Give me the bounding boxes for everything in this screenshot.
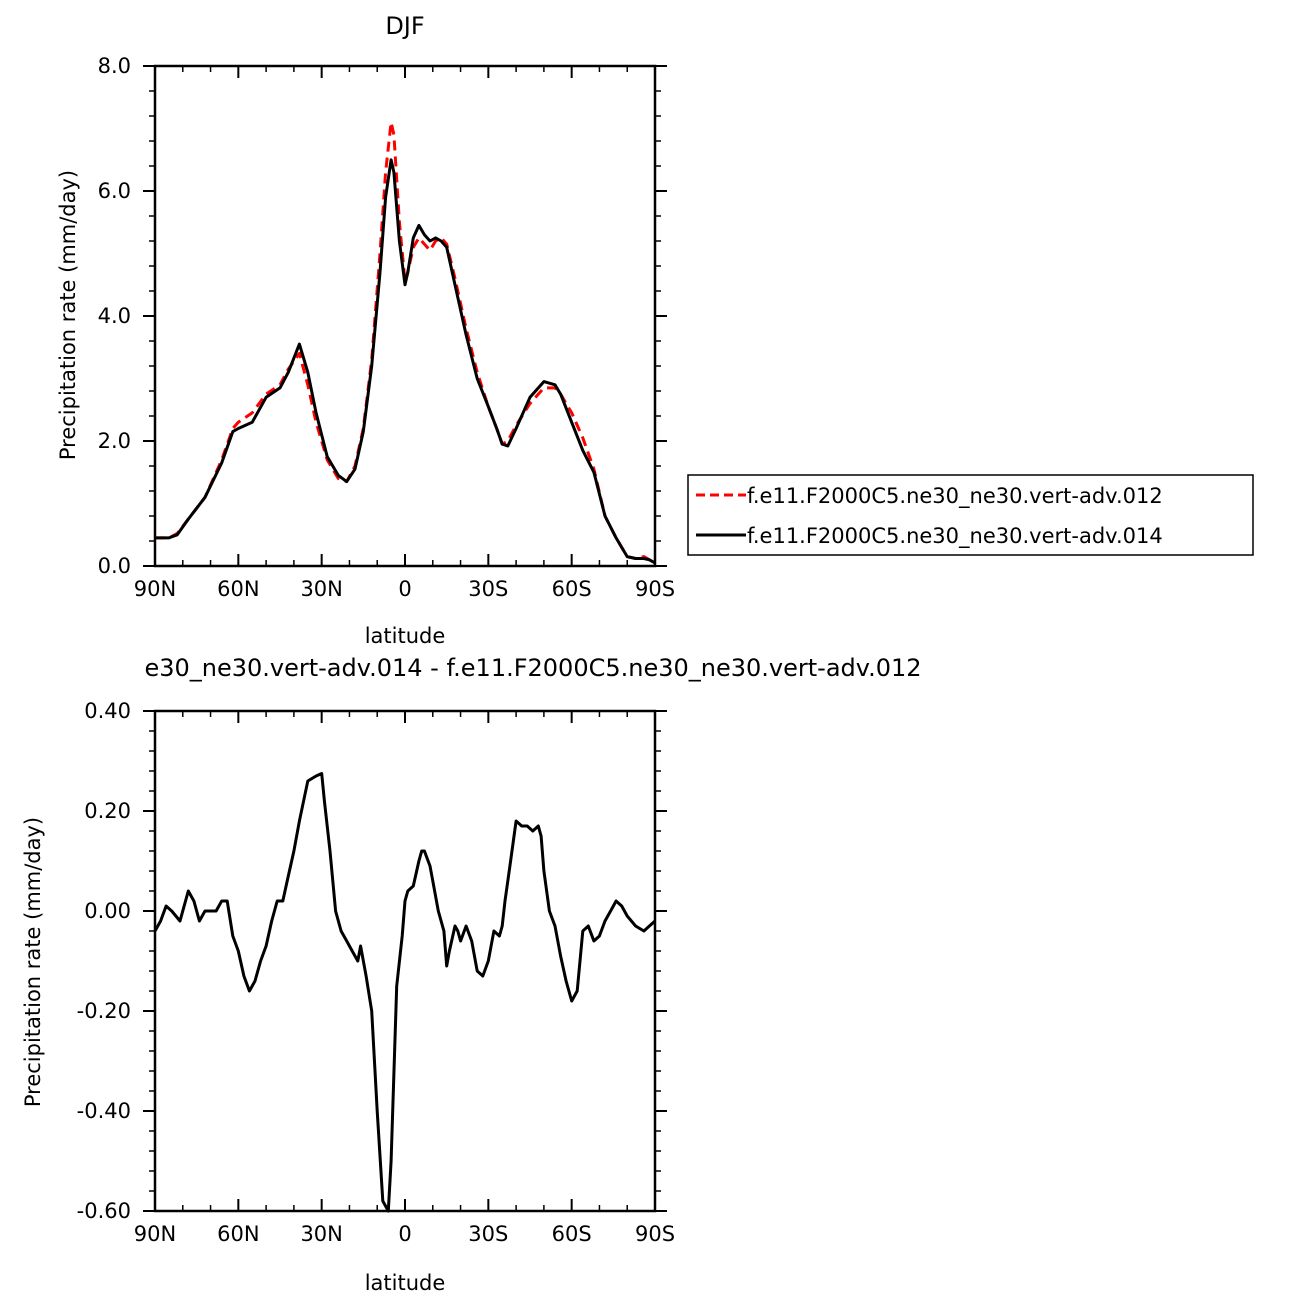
bottom-y-tick-label: 0.40 <box>84 699 131 723</box>
bottom-x-tick-label: 60S <box>552 1222 592 1246</box>
bottom-x-tick-label: 0 <box>398 1222 411 1246</box>
top-y-tick-label: 0.0 <box>98 554 131 578</box>
top-y-axis-label: Precipitation rate (mm/day) <box>56 170 80 460</box>
top-y-tick-label: 2.0 <box>98 429 131 453</box>
bottom-x-axis-label: latitude <box>365 1271 446 1295</box>
bottom-x-tick-label: 90S <box>635 1222 675 1246</box>
bottom-x-tick-label: 60N <box>217 1222 259 1246</box>
legend-label-014: f.e11.F2000C5.ne30_ne30.vert-adv.014 <box>747 524 1163 549</box>
bottom-chart-title: e30_ne30.vert-adv.014 - f.e11.F2000C5.ne… <box>144 654 921 682</box>
top-series-line-0 <box>155 120 656 565</box>
bottom-y-tick-label: -0.40 <box>77 1099 131 1123</box>
top-x-tick-label: 0 <box>398 577 411 601</box>
bottom-x-tick-label: 30N <box>300 1222 342 1246</box>
bottom-y-tick-label: -0.20 <box>77 999 131 1023</box>
legend-label-012: f.e11.F2000C5.ne30_ne30.vert-adv.012 <box>747 484 1163 509</box>
top-x-tick-label: 30S <box>468 577 508 601</box>
top-chart-title: DJF <box>385 12 424 40</box>
bottom-y-tick-label: -0.60 <box>77 1199 131 1223</box>
top-x-tick-label: 90S <box>635 577 675 601</box>
bottom-series-line-0 <box>153 772 656 1213</box>
bottom-panel: e30_ne30.vert-adv.014 - f.e11.F2000C5.ne… <box>21 654 922 1295</box>
legend: f.e11.F2000C5.ne30_ne30.vert-adv.012 f.e… <box>687 474 1254 556</box>
bottom-x-tick-label: 90N <box>134 1222 176 1246</box>
bottom-y-axis-label: Precipitation rate (mm/day) <box>21 817 45 1107</box>
top-x-tick-label: 60S <box>552 577 592 601</box>
top-x-tick-label: 90N <box>134 577 176 601</box>
top-panel: DJF latitude Precipitation rate (mm/day)… <box>56 12 675 648</box>
top-x-axis-label: latitude <box>365 624 446 648</box>
top-y-tick-label: 8.0 <box>98 54 131 78</box>
bottom-x-tick-label: 30S <box>468 1222 508 1246</box>
top-series-line-1 <box>155 158 656 565</box>
top-y-tick-label: 6.0 <box>98 179 131 203</box>
legend-box <box>687 474 1254 556</box>
top-x-tick-label: 30N <box>300 577 342 601</box>
top-y-tick-label: 4.0 <box>98 304 131 328</box>
bottom-y-tick-label: 0.00 <box>84 899 131 923</box>
top-x-tick-label: 60N <box>217 577 259 601</box>
top-plot-frame <box>153 64 657 568</box>
bottom-y-tick-label: 0.20 <box>84 799 131 823</box>
